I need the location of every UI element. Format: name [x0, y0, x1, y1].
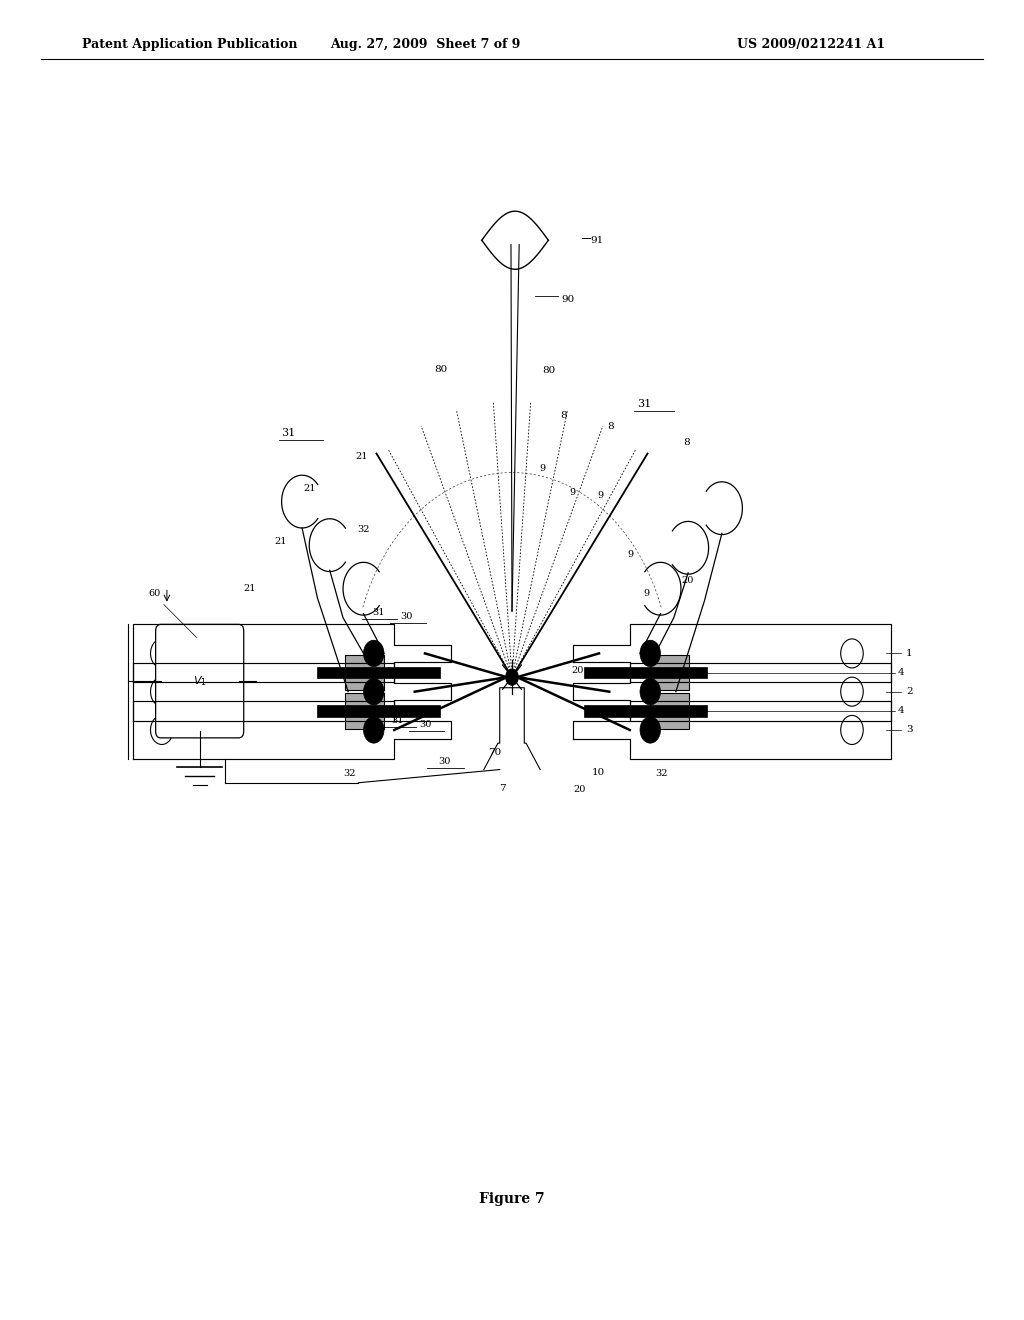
Text: 4: 4	[898, 668, 904, 677]
Circle shape	[640, 678, 660, 705]
Text: 32: 32	[357, 525, 370, 533]
Text: 9: 9	[569, 488, 575, 496]
Text: 30: 30	[419, 721, 431, 729]
Text: 9: 9	[628, 550, 634, 558]
Text: 32: 32	[343, 770, 355, 777]
Text: 20: 20	[681, 577, 693, 585]
Circle shape	[640, 717, 660, 743]
Text: US 2009/0212241 A1: US 2009/0212241 A1	[737, 38, 886, 51]
Text: 8: 8	[560, 412, 566, 420]
Text: 21: 21	[244, 585, 256, 593]
Text: 80: 80	[434, 366, 447, 374]
Text: 4: 4	[898, 706, 904, 715]
Bar	[650, 693, 689, 729]
Text: Figure 7: Figure 7	[479, 1192, 545, 1205]
Text: 21: 21	[274, 537, 287, 545]
Text: 90: 90	[561, 296, 574, 304]
Circle shape	[364, 678, 384, 705]
Text: 31: 31	[637, 399, 651, 409]
Text: 3: 3	[906, 726, 912, 734]
Text: 31: 31	[373, 609, 385, 616]
Text: 9: 9	[540, 465, 546, 473]
Text: 7: 7	[499, 784, 505, 792]
Circle shape	[506, 669, 518, 685]
Text: 9: 9	[597, 491, 603, 499]
Bar	[650, 655, 689, 690]
Text: 21: 21	[355, 453, 368, 461]
Bar	[584, 667, 707, 678]
Text: 31: 31	[391, 717, 403, 725]
Text: Patent Application Publication: Patent Application Publication	[82, 38, 297, 51]
Circle shape	[364, 640, 384, 667]
Bar	[345, 655, 384, 690]
Text: 30: 30	[438, 758, 451, 766]
Text: $V_1$: $V_1$	[193, 675, 207, 688]
Text: 9: 9	[643, 590, 649, 598]
Circle shape	[640, 640, 660, 667]
Bar	[317, 667, 440, 678]
Text: 91: 91	[591, 236, 604, 244]
Text: 60: 60	[148, 590, 161, 598]
Text: 80: 80	[543, 367, 556, 375]
FancyBboxPatch shape	[156, 624, 244, 738]
Text: 21: 21	[303, 484, 315, 492]
Text: 8: 8	[607, 422, 613, 430]
Text: 31: 31	[282, 428, 296, 438]
Text: 8: 8	[683, 438, 689, 446]
Text: 30: 30	[400, 612, 413, 620]
Text: 20: 20	[573, 785, 586, 793]
Bar	[317, 705, 440, 717]
Bar	[584, 705, 707, 717]
Text: 1: 1	[906, 649, 912, 657]
Text: 2: 2	[906, 688, 912, 696]
Circle shape	[364, 717, 384, 743]
Text: 32: 32	[655, 770, 668, 777]
Bar	[345, 693, 384, 729]
Text: Aug. 27, 2009  Sheet 7 of 9: Aug. 27, 2009 Sheet 7 of 9	[330, 38, 520, 51]
Text: 10: 10	[592, 768, 605, 776]
Text: 20: 20	[571, 667, 584, 675]
Text: 70: 70	[488, 748, 502, 756]
